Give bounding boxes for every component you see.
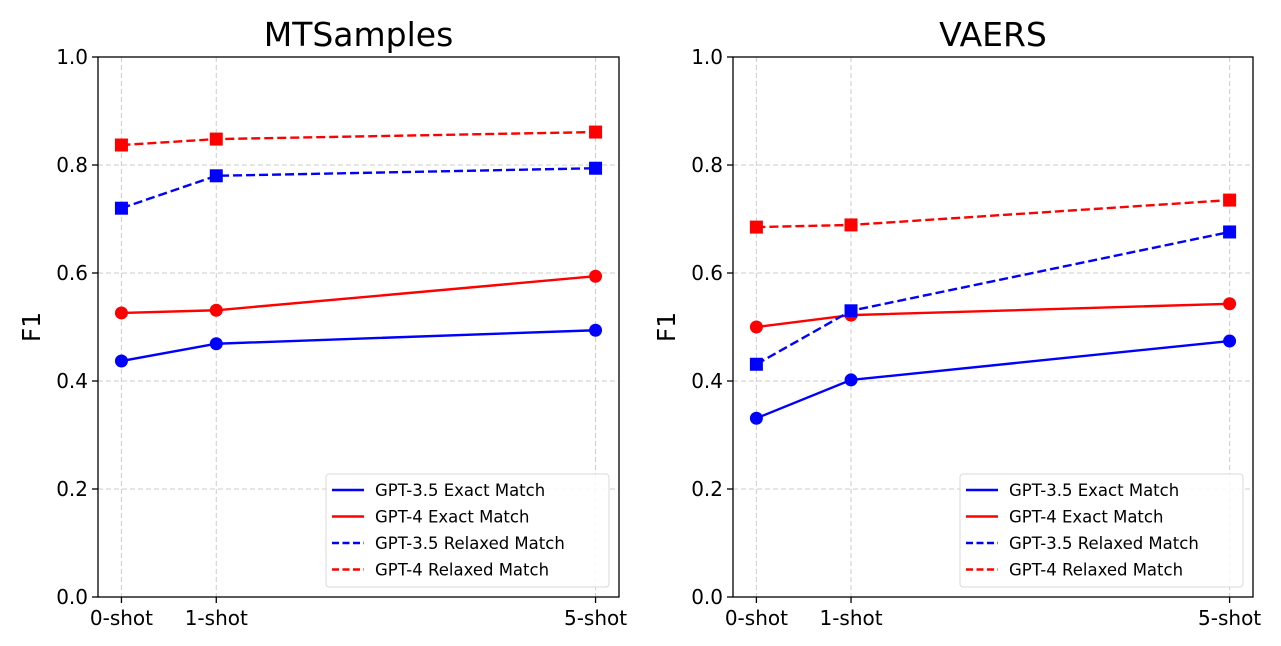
y-tick-label: 1.0	[56, 45, 88, 69]
data-point-circle	[749, 320, 763, 334]
data-point-circle	[844, 373, 858, 387]
data-point-circle	[1223, 334, 1237, 348]
data-point-square	[209, 132, 223, 146]
y-tick-label: 0.2	[691, 477, 723, 501]
data-point-circle	[209, 303, 223, 317]
data-point-square	[1223, 193, 1237, 207]
data-point-circle	[589, 269, 603, 283]
data-point-circle	[749, 411, 763, 425]
chart-title: VAERS	[939, 15, 1047, 54]
axes-frame	[97, 56, 620, 598]
series-gpt-4-exact-match	[114, 269, 603, 320]
y-tick-label: 0.8	[691, 153, 723, 177]
series-line	[755, 230, 1230, 366]
y-tick-label: 0.2	[56, 477, 88, 501]
legend-box	[325, 473, 610, 588]
series-gpt-4-relaxed-match	[749, 193, 1237, 234]
y-tick-label: 0.4	[56, 369, 88, 393]
legend-label: GPT-4 Relaxed Match	[1009, 561, 1183, 580]
y-tick-label: 0.4	[691, 369, 723, 393]
legend-label: GPT-4 Exact Match	[1009, 508, 1163, 527]
x-tick-label: 1-shot	[819, 606, 882, 630]
data-point-circle	[114, 306, 128, 320]
data-point-square	[749, 357, 763, 371]
series-line	[121, 329, 596, 363]
y-tick-label: 0.0	[56, 585, 88, 609]
legend-label: GPT-4 Relaxed Match	[375, 561, 549, 580]
data-point-square	[589, 161, 603, 175]
y-tick-label: 1.0	[691, 45, 723, 69]
y-tick-label: 0.6	[56, 261, 88, 285]
data-point-circle	[209, 337, 223, 351]
y-tick-label: 0.6	[691, 261, 723, 285]
y-tick-label: 0.0	[691, 585, 723, 609]
data-point-square	[114, 201, 128, 215]
y-axis-label: F1	[17, 312, 46, 342]
data-point-square	[114, 138, 128, 152]
series-gpt-4-relaxed-match	[114, 125, 603, 152]
axes-frame	[732, 56, 1254, 598]
legend-label: GPT-3.5 Relaxed Match	[1009, 534, 1199, 553]
series-line	[121, 275, 596, 315]
data-point-circle	[589, 323, 603, 337]
series-gpt-3-5-relaxed-match	[114, 161, 603, 215]
data-point-square	[589, 125, 603, 139]
chart-title: MTSamples	[264, 15, 454, 54]
legend: GPT-3.5 Exact Match GPT-4 Exact Match GPT-…	[325, 473, 610, 588]
legend-box	[959, 473, 1244, 588]
data-point-square	[1223, 225, 1237, 239]
series-line	[755, 339, 1230, 420]
legend-label: GPT-3.5 Exact Match	[1009, 481, 1179, 500]
x-tick-label: 0-shot	[90, 606, 153, 630]
series-gpt-4-exact-match	[749, 297, 1237, 334]
data-point-square	[844, 218, 858, 232]
x-tick-label: 5-shot	[564, 606, 627, 630]
x-tick-label: 5-shot	[1198, 606, 1261, 630]
y-axis-label: F1	[652, 312, 681, 342]
data-point-square	[844, 304, 858, 318]
x-tick-label: 1-shot	[185, 606, 248, 630]
legend-label: GPT-3.5 Relaxed Match	[375, 534, 565, 553]
subplot-vaers: VAERS F1 0.0 0.2 0.4 0.6 0.8 1.0 0-shot 1-shot 5-s…	[652, 15, 1261, 630]
series-line	[756, 198, 1230, 229]
data-point-square	[209, 169, 223, 183]
y-tick-label: 0.8	[56, 153, 88, 177]
data-point-circle	[1223, 297, 1237, 311]
x-tick-label: 0-shot	[725, 606, 788, 630]
legend-label: GPT-3.5 Exact Match	[375, 481, 545, 500]
series-gpt-3-5-exact-match	[114, 323, 603, 368]
legend: GPT-3.5 Exact Match GPT-4 Exact Match GPT-…	[959, 473, 1244, 588]
series-line	[121, 167, 596, 210]
data-point-square	[749, 220, 763, 234]
data-point-circle	[114, 354, 128, 368]
series-line	[121, 130, 596, 147]
subplot-mtsamples: MTSamples F1 0.0 0.2 0.4 0.6 0.8 1.0 0-shot 1-sho…	[17, 15, 627, 630]
series-gpt-3-5-relaxed-match	[749, 225, 1237, 371]
legend-label: GPT-4 Exact Match	[375, 508, 529, 527]
series-gpt-3-5-exact-match	[749, 334, 1237, 425]
